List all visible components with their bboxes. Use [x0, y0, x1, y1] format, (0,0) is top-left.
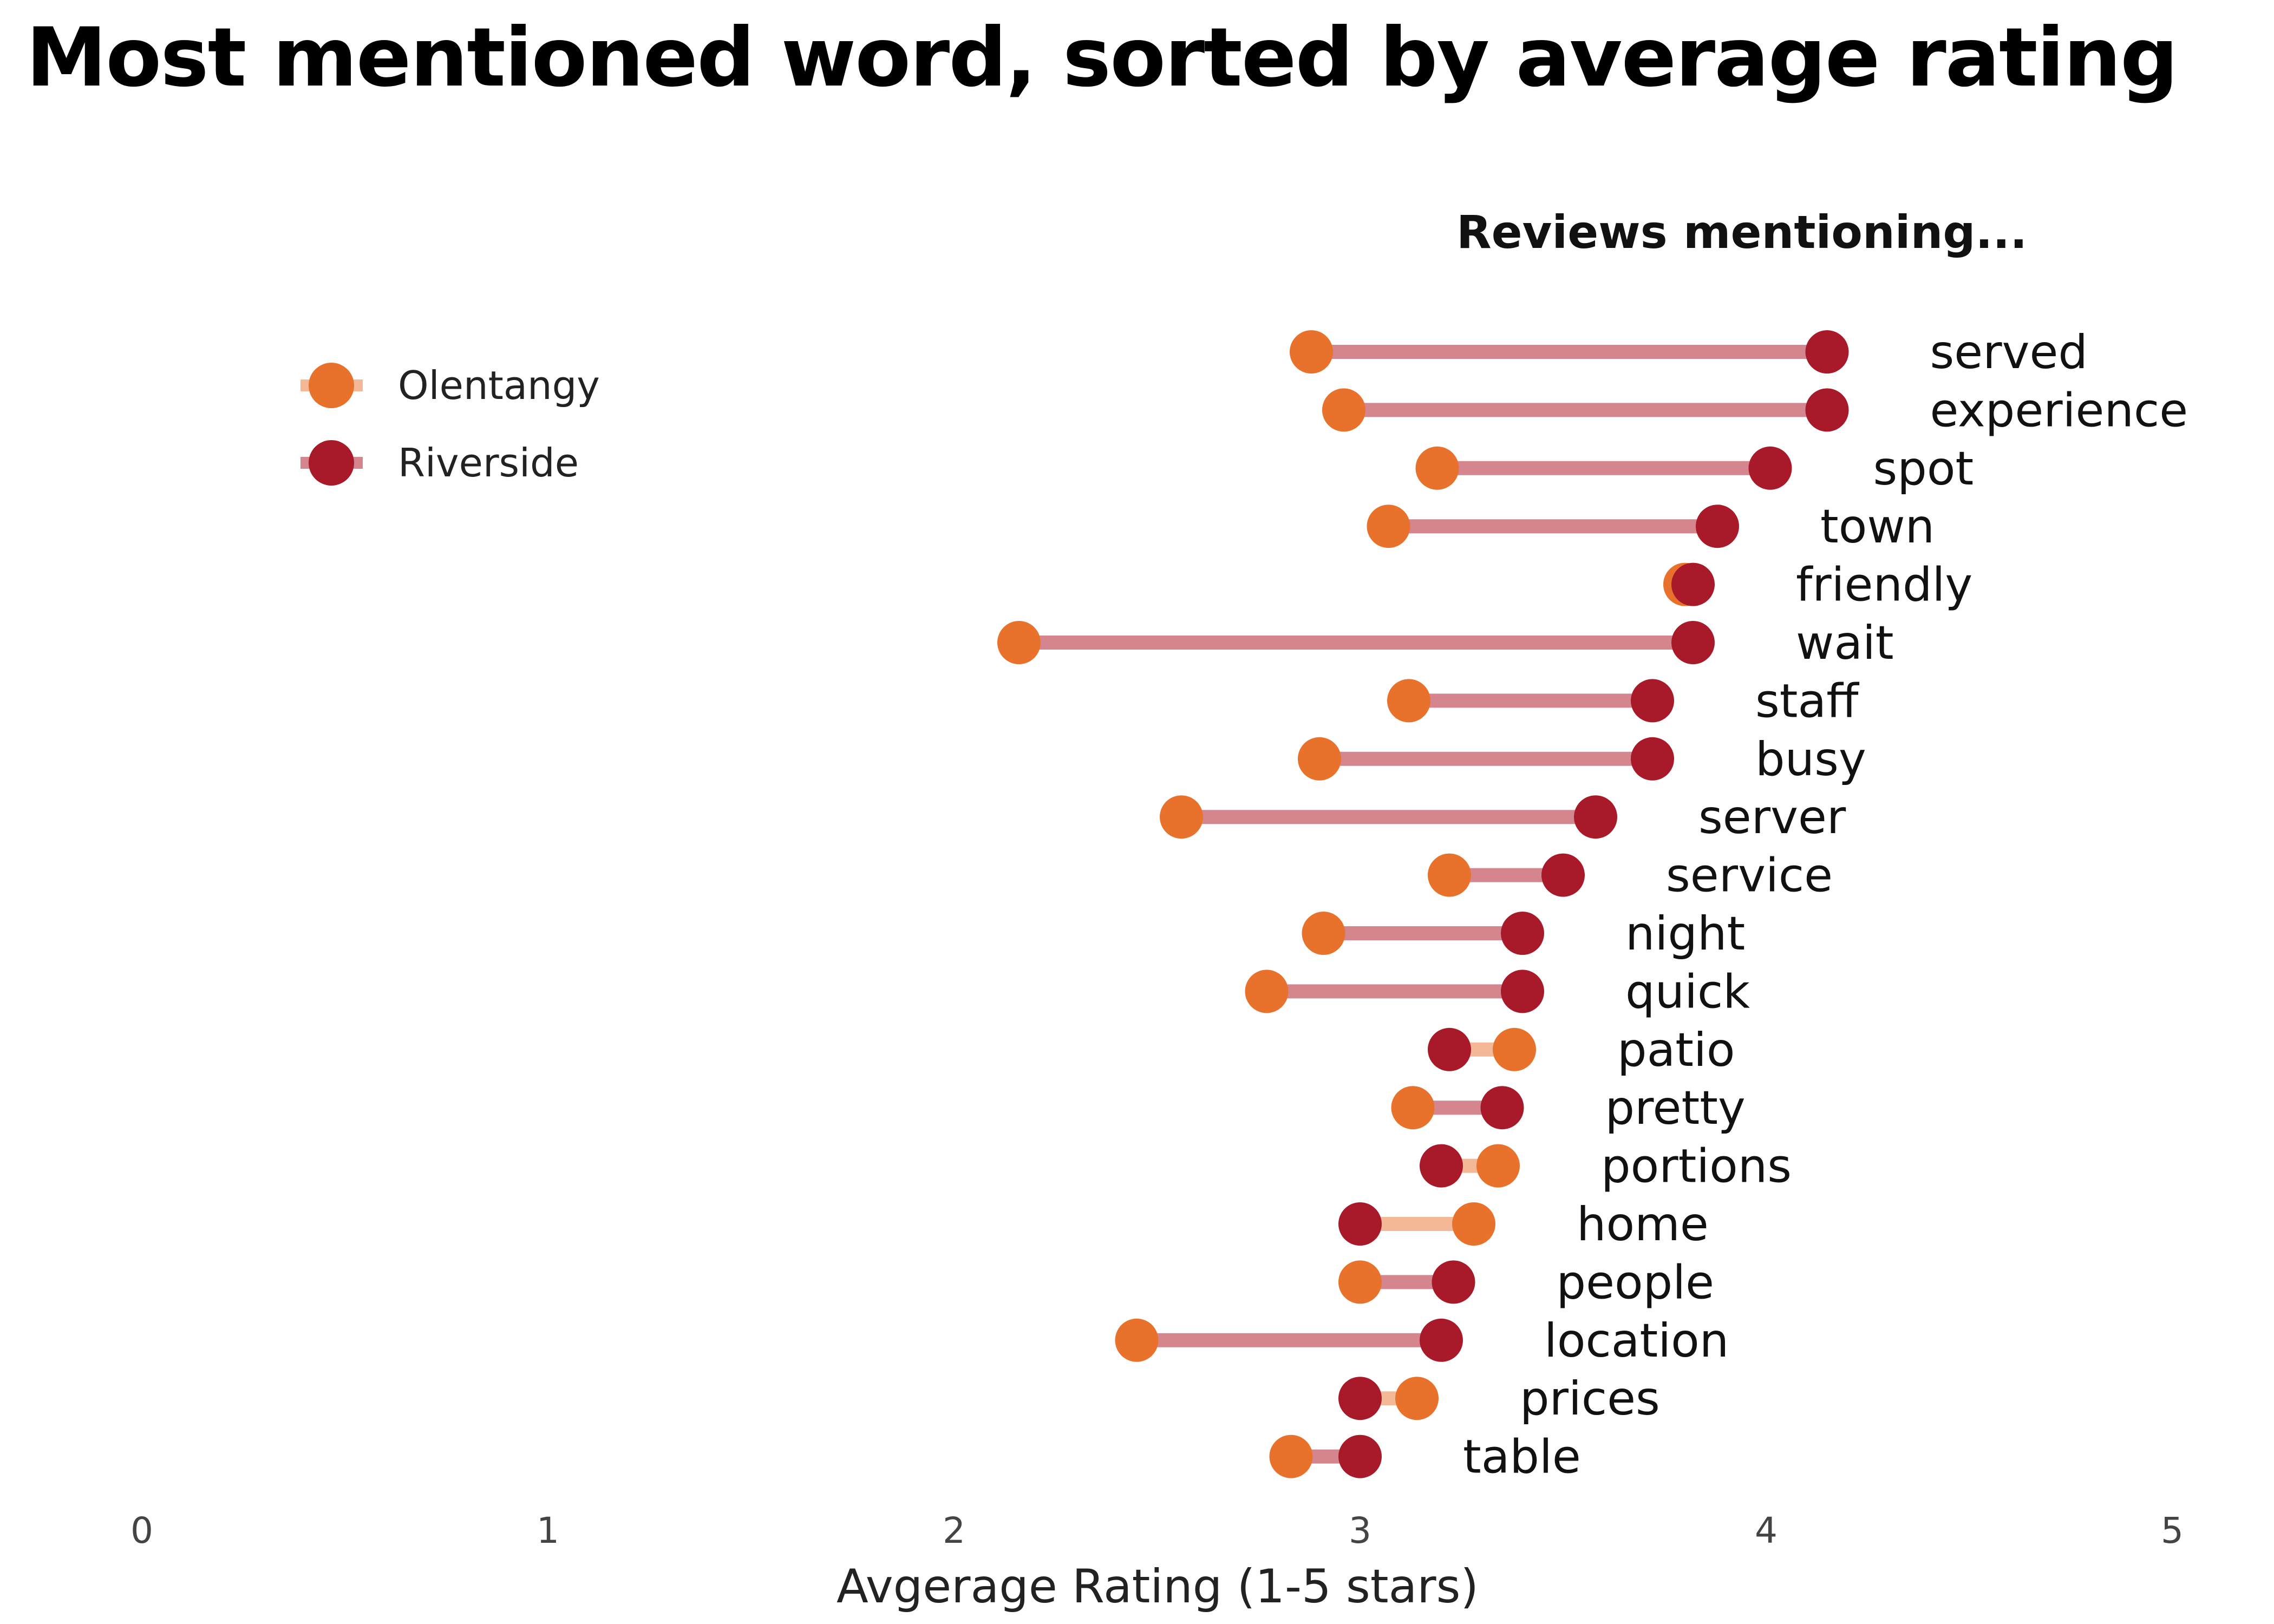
word-label-location: location	[1544, 1314, 1729, 1368]
riverside-point-location	[1420, 1318, 1463, 1362]
riverside-point-patio	[1428, 1027, 1471, 1071]
word-labels: servedexperiencespottownfriendlywaitstaf…	[1463, 325, 2188, 1484]
riverside-point-quick	[1501, 970, 1544, 1013]
x-tick-label-5: 5	[2161, 1510, 2184, 1551]
olentangy-point-home	[1452, 1202, 1495, 1246]
olentangy-point-experience	[1322, 388, 1365, 432]
word-label-home: home	[1577, 1197, 1709, 1252]
riverside-point-prices	[1338, 1377, 1382, 1420]
olentangy-point-people	[1338, 1260, 1382, 1304]
dumbbell-points	[997, 330, 1849, 1478]
word-label-spot: spot	[1873, 442, 1974, 496]
olentangy-point-staff	[1387, 679, 1430, 723]
olentangy-point-wait	[997, 621, 1041, 664]
riverside-point-experience	[1805, 388, 1849, 432]
olentangy-point-night	[1302, 912, 1345, 955]
riverside-point-staff	[1631, 679, 1674, 723]
olentangy-point-busy	[1298, 737, 1341, 781]
olentangy-point-server	[1160, 795, 1203, 839]
riverside-point-table	[1338, 1435, 1382, 1478]
olentangy-point-pretty	[1391, 1086, 1435, 1130]
olentangy-point-table	[1269, 1435, 1313, 1478]
legend-label-olentangy: Olentangy	[398, 363, 600, 408]
word-label-night: night	[1625, 907, 1745, 961]
riverside-point-spot	[1748, 446, 1792, 490]
word-label-portions: portions	[1601, 1140, 1792, 1194]
olentangy-point-service	[1428, 853, 1471, 897]
word-label-staff: staff	[1755, 674, 1859, 728]
x-tick-label-1: 1	[537, 1510, 559, 1551]
word-label-service: service	[1666, 849, 1833, 903]
word-label-friendly: friendly	[1796, 558, 1972, 612]
riverside-point-people	[1432, 1260, 1475, 1304]
legend: Olentangy Riverside	[300, 363, 600, 486]
word-label-pretty: pretty	[1605, 1081, 1746, 1135]
word-label-people: people	[1557, 1255, 1715, 1309]
x-tick-label-3: 3	[1349, 1510, 1371, 1551]
riverside-point-pretty	[1480, 1086, 1524, 1130]
riverside-point-busy	[1631, 737, 1674, 781]
olentangy-point-portions	[1476, 1144, 1520, 1188]
word-label-prices: prices	[1520, 1372, 1660, 1426]
riverside-point-wait	[1671, 621, 1715, 664]
word-label-busy: busy	[1755, 732, 1866, 787]
riverside-point-night	[1501, 912, 1544, 955]
word-label-table: table	[1463, 1430, 1581, 1484]
riverside-point-service	[1541, 853, 1585, 897]
riverside-point-server	[1574, 795, 1617, 839]
x-tick-label-2: 2	[943, 1510, 965, 1551]
riverside-point-town	[1696, 505, 1739, 548]
olentangy-point-served	[1290, 330, 1333, 374]
word-label-patio: patio	[1617, 1023, 1735, 1077]
word-label-served: served	[1930, 325, 2088, 379]
x-tick-label-0: 0	[130, 1510, 153, 1551]
olentangy-point-location	[1115, 1318, 1159, 1362]
word-label-experience: experience	[1930, 383, 2188, 437]
chart-subtitle: Reviews mentioning...	[1456, 206, 2028, 259]
riverside-point-portions	[1420, 1144, 1463, 1188]
word-label-town: town	[1820, 500, 1935, 554]
riverside-point-home	[1338, 1202, 1382, 1246]
riverside-point-friendly	[1671, 562, 1715, 606]
olentangy-point-prices	[1395, 1377, 1439, 1420]
chart-title: Most mentioned word, sorted by average r…	[26, 11, 2178, 105]
x-tick-label-4: 4	[1755, 1510, 1778, 1551]
olentangy-point-quick	[1245, 970, 1289, 1013]
x-axis: 0 1 2 3 4 5 Avgerage Rating (1-5 stars)	[130, 1510, 2184, 1614]
olentangy-point-patio	[1493, 1027, 1536, 1071]
word-label-wait: wait	[1796, 616, 1894, 670]
legend-dot-riverside	[309, 440, 354, 486]
word-label-server: server	[1698, 790, 1846, 844]
olentangy-point-spot	[1415, 446, 1459, 490]
word-label-quick: quick	[1625, 965, 1750, 1019]
legend-label-riverside: Riverside	[398, 440, 579, 486]
x-axis-title: Avgerage Rating (1-5 stars)	[837, 1560, 1479, 1614]
riverside-point-served	[1805, 330, 1849, 374]
legend-dot-olentangy	[309, 363, 354, 408]
olentangy-point-town	[1367, 505, 1410, 548]
